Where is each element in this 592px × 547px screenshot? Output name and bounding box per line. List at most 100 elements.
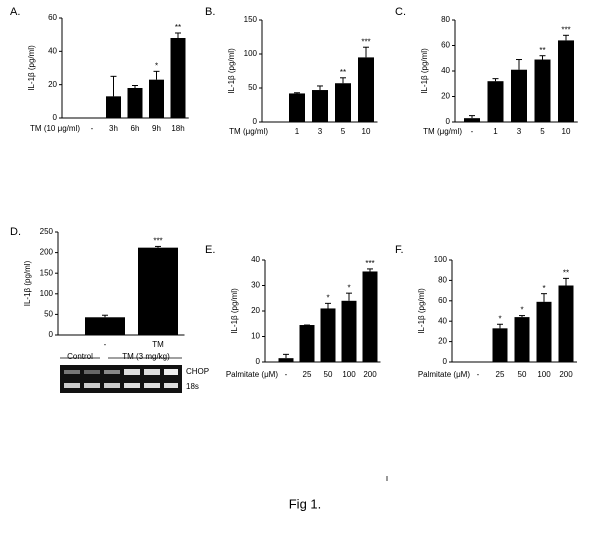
panel-label: C. [395, 6, 406, 18]
error-bar [294, 92, 300, 94]
bar [85, 317, 125, 335]
y-tick-label: 20 [251, 306, 260, 315]
x-tick-label: 3 [318, 127, 323, 136]
significance: ** [563, 268, 569, 277]
error-bar [346, 292, 352, 301]
error-bar [363, 46, 369, 58]
error-bar [132, 85, 138, 88]
x-axis-label: Palmitate (μM) [226, 370, 279, 379]
error-bar [175, 32, 181, 38]
x-tick-label: - [91, 124, 94, 133]
bar [464, 118, 480, 122]
x-tick-label: 25 [303, 370, 312, 379]
y-axis-label: IL-1β (pg/ml) [227, 48, 236, 94]
error-bar [340, 77, 346, 84]
bar [106, 96, 121, 118]
x-tick-label: 10 [362, 127, 371, 136]
caption: Fig 1. [289, 496, 322, 511]
x-tick-label: - [104, 340, 107, 349]
y-tick-label: 0 [53, 113, 58, 122]
y-tick-label: 20 [438, 337, 447, 346]
y-axis-label: IL-1β (pg/ml) [27, 45, 36, 91]
error-bar [283, 353, 289, 359]
bar [558, 285, 574, 362]
error-bar [153, 70, 160, 80]
error-bar [492, 78, 499, 82]
x-tick-label: 5 [341, 127, 346, 136]
blot-row: CHOP [186, 367, 209, 376]
x-tick-label: 1 [295, 127, 300, 136]
significance: *** [153, 237, 162, 246]
y-tick-label: 250 [40, 227, 54, 236]
error-bar [541, 293, 547, 302]
x-tick-label: TM [152, 340, 164, 349]
y-tick-label: 0 [256, 357, 261, 366]
significance: * [520, 306, 523, 315]
bar [358, 57, 374, 122]
bar [335, 83, 351, 122]
x-tick-label: 25 [496, 370, 505, 379]
x-tick-label: 10 [562, 127, 571, 136]
y-tick-label: 150 [244, 15, 258, 24]
error-bar [539, 55, 546, 60]
y-tick-label: 100 [40, 289, 54, 298]
error-bar [563, 34, 569, 41]
significance: ** [539, 46, 545, 55]
y-axis-label: IL-1β (pg/ml) [23, 260, 32, 306]
bar [487, 81, 504, 122]
error-bar [563, 277, 569, 286]
y-tick-label: 60 [438, 296, 447, 305]
bar [558, 40, 574, 122]
bar [492, 328, 508, 362]
y-tick-label: 20 [441, 92, 450, 101]
panel-label: D. [10, 226, 21, 238]
y-tick-label: 10 [251, 332, 260, 341]
x-tick-label: 3 [517, 127, 522, 136]
x-tick-label: - [477, 370, 480, 379]
x-tick-label: 3h [109, 124, 118, 133]
y-tick-label: 80 [441, 15, 450, 24]
y-tick-label: 30 [251, 281, 260, 290]
y-tick-label: 0 [49, 330, 54, 339]
x-tick-label: 50 [518, 370, 527, 379]
bar [320, 308, 336, 362]
error-bar [317, 85, 323, 91]
error-bar [102, 314, 108, 318]
x-tick-label: 1 [493, 127, 498, 136]
y-tick-label: 40 [441, 66, 450, 75]
error-bar [516, 59, 522, 70]
error-bar [110, 75, 117, 97]
significance: *** [561, 25, 570, 34]
y-tick-label: 150 [40, 268, 54, 277]
y-tick-label: 100 [244, 49, 258, 58]
error-bar [469, 115, 475, 119]
significance: ** [175, 23, 181, 32]
y-tick-label: 80 [438, 276, 447, 285]
bar [536, 301, 552, 362]
x-tick-label: 200 [559, 370, 573, 379]
y-tick-label: 0 [253, 117, 258, 126]
bar [362, 271, 378, 362]
x-tick-label: 50 [324, 370, 333, 379]
significance: *** [361, 37, 370, 46]
bar [511, 69, 527, 122]
y-tick-label: 20 [48, 80, 57, 89]
panel-label: B. [205, 6, 215, 18]
bar [149, 79, 164, 118]
panel-label: F. [395, 244, 404, 256]
y-tick-label: 60 [48, 13, 57, 22]
bar [341, 300, 357, 362]
x-axis-label: TM (μg/ml) [423, 127, 462, 136]
panel-label: E. [205, 244, 215, 256]
error-bar [497, 323, 503, 329]
error-bar [155, 245, 161, 248]
bar [514, 317, 530, 362]
significance: * [347, 283, 350, 292]
significance: * [498, 314, 501, 323]
blot-group: Control [67, 352, 93, 361]
y-tick-label: 200 [40, 248, 54, 257]
significance: *** [365, 259, 374, 268]
error-bar [367, 268, 373, 272]
x-tick-label: 100 [537, 370, 551, 379]
